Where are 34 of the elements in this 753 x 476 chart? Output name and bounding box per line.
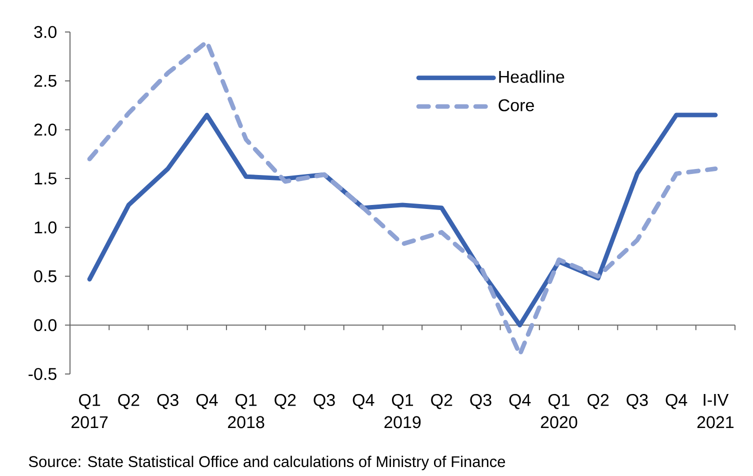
legend-label: Core — [498, 99, 534, 112]
x-tick-label: Q4 — [196, 394, 218, 410]
text: 2018 — [228, 416, 264, 428]
y-tick-label: 1.5 — [34, 172, 56, 184]
x-tick-label: Q3 — [626, 394, 648, 410]
line-series — [87, 40, 718, 357]
text: 2021 — [697, 416, 734, 428]
x-tick-label: Q1 — [392, 394, 414, 410]
source-note: Source: State Statistical Office and calculations of Ministry of Finance — [28, 456, 506, 470]
text: 2019 — [384, 416, 421, 428]
y-tick-label: 3.0 — [34, 26, 56, 38]
x-tick-label: Q1 — [548, 394, 570, 410]
x-tick-label: Q1 — [235, 394, 257, 410]
x-tick-label: Q2 — [118, 394, 140, 410]
x-tick-label: Q3 — [157, 394, 178, 410]
x-tick-label: Q2 — [274, 394, 296, 410]
x-tick-label: Q4 — [666, 394, 688, 410]
y-tick-label: 0.5 — [34, 270, 56, 282]
x-tick-label: Q3 — [470, 394, 492, 410]
x-tick-label: I-IV — [704, 394, 729, 406]
y-tick-label: 2.5 — [34, 74, 56, 87]
x-tick-label: Q2 — [588, 394, 609, 410]
y-tick-label: 0.0 — [34, 319, 56, 332]
text: 2017 — [72, 416, 108, 428]
y-tick-label: -0.5 — [28, 368, 56, 380]
text: 2020 — [540, 416, 578, 428]
x-tick-label: Q4 — [352, 394, 374, 410]
legend-label: Headline — [499, 70, 564, 83]
y-tick-label: 2.0 — [34, 124, 56, 136]
x-tick-label: Q1 — [79, 394, 100, 410]
x-tick-label: Q3 — [314, 394, 335, 410]
x-tick-label: Q2 — [431, 394, 452, 410]
x-tick-label: Q4 — [509, 394, 531, 410]
y-tick-label: 1.0 — [34, 221, 56, 234]
